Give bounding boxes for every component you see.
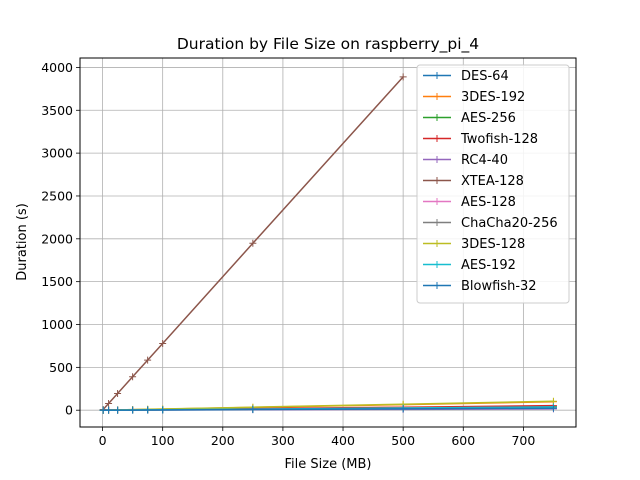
y-tick-label: 2500 — [41, 188, 73, 203]
data-point-marker — [399, 405, 407, 413]
data-point-marker — [105, 406, 113, 414]
legend-label: 3DES-128 — [461, 237, 525, 252]
legend-marker-swatch — [433, 282, 441, 289]
legend-label: RC4-40 — [461, 153, 508, 168]
y-tick-label: 1500 — [41, 274, 73, 289]
x-tick-label: 700 — [511, 433, 535, 448]
legend-marker-swatch — [433, 240, 441, 247]
data-point-marker — [159, 340, 167, 348]
data-point-marker — [114, 389, 122, 397]
series-lines — [99, 73, 557, 414]
chart-title: Duration by File Size on raspberry_pi_4 — [177, 35, 479, 54]
legend-marker-swatch — [433, 72, 441, 79]
y-tick-label: 3500 — [41, 103, 73, 118]
legend-marker-swatch — [433, 198, 441, 205]
data-point-marker — [144, 406, 152, 414]
legend-item: AES-256 — [423, 111, 516, 126]
data-point-marker — [549, 404, 557, 412]
data-point-marker — [249, 239, 257, 247]
legend-item: Blowfish-32 — [423, 279, 537, 294]
y-tick-label: 2000 — [41, 231, 73, 246]
y-tick-label: 3000 — [41, 146, 73, 161]
legend-item: DES-64 — [423, 69, 509, 84]
plot-frame — [79, 57, 577, 428]
data-point-marker — [144, 356, 152, 364]
x-tick-label: 200 — [211, 433, 235, 448]
legend-label: AES-256 — [461, 111, 516, 126]
data-point-marker — [399, 73, 407, 81]
legend-marker-swatch — [433, 219, 441, 226]
legend-label: 3DES-192 — [461, 90, 525, 105]
data-point-marker — [249, 406, 257, 414]
legend-box — [416, 64, 570, 304]
legend-item: RC4-40 — [423, 153, 508, 168]
legend-label: DES-64 — [461, 69, 509, 84]
x-tick-label: 100 — [151, 433, 175, 448]
legend-marker-swatch — [433, 114, 441, 121]
legend-marker-swatch — [433, 93, 441, 100]
legend-item: Twofish-128 — [423, 132, 538, 147]
legend-item: XTEA-128 — [423, 174, 524, 189]
x-tick-label: 0 — [99, 433, 107, 448]
legend-label: Blowfish-32 — [461, 279, 537, 294]
legend-item: ChaCha20-256 — [423, 216, 558, 231]
legend-item: AES-192 — [423, 258, 516, 273]
legend: DES-64 3DES-192 AES-256 Twofish-128 RC4-40 XT… — [416, 64, 570, 304]
legend-label: AES-192 — [461, 258, 516, 273]
legend-label: Twofish-128 — [460, 132, 538, 147]
data-point-marker — [159, 406, 167, 414]
data-point-marker — [105, 400, 113, 408]
series-xtea-128 — [99, 73, 407, 414]
y-tick-label: 4000 — [41, 60, 73, 75]
series-blowfish-32 — [99, 404, 557, 414]
x-tick-label: 300 — [271, 433, 295, 448]
data-point-marker — [129, 373, 137, 381]
y-axis-label: Duration (s) — [15, 203, 30, 281]
x-tick-label: 600 — [451, 433, 475, 448]
legend-label: ChaCha20-256 — [461, 216, 558, 231]
legend-marker-swatch — [433, 156, 441, 163]
x-tick-label: 400 — [331, 433, 355, 448]
legend-label: XTEA-128 — [461, 174, 524, 189]
y-tick-label: 1000 — [41, 317, 73, 332]
series-line — [102, 76, 404, 411]
legend-item: AES-128 — [423, 195, 516, 210]
legend-item: 3DES-192 — [423, 90, 525, 105]
x-axis-label: File Size (MB) — [285, 457, 372, 472]
data-point-marker — [114, 406, 122, 414]
axis-ticks: 0 100 200 300 400 500 600 700 0 500 1000 1500 2000 25… — [41, 60, 535, 448]
y-tick-label: 500 — [49, 360, 73, 375]
y-tick-label: 0 — [65, 403, 73, 418]
data-point-marker — [129, 406, 137, 414]
legend-marker-swatch — [433, 261, 441, 268]
legend-marker-swatch — [433, 135, 441, 142]
x-tick-label: 500 — [391, 433, 415, 448]
legend-label: AES-128 — [461, 195, 516, 210]
legend-item: 3DES-128 — [423, 237, 525, 252]
legend-marker-swatch — [433, 177, 441, 184]
